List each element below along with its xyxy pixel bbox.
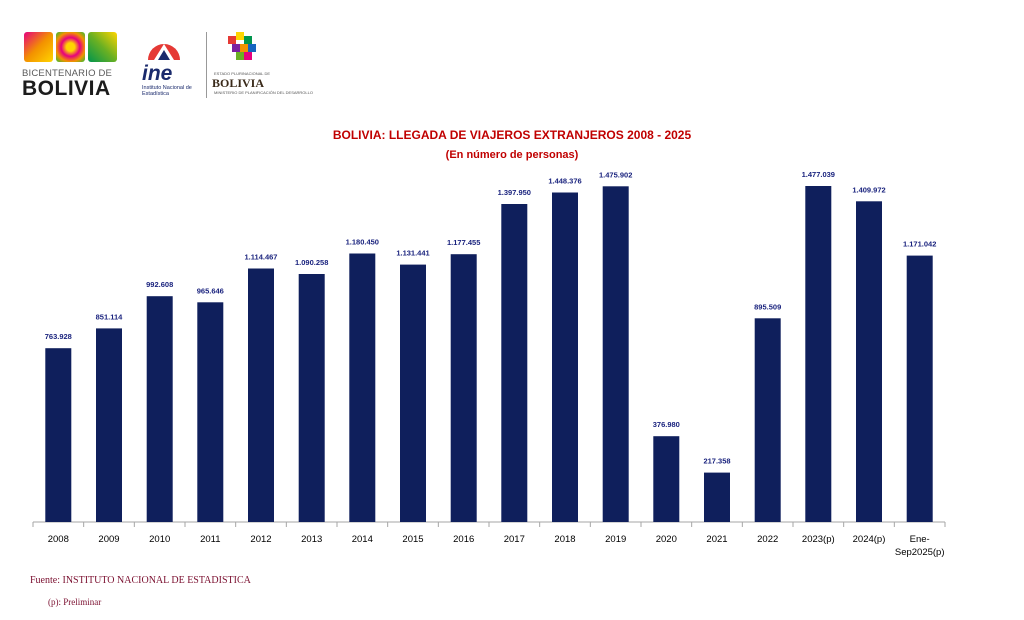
x-tick-label-2017: 2017 xyxy=(504,534,525,545)
bar-2015 xyxy=(400,264,426,522)
x-tick-label-2019: 2019 xyxy=(605,534,626,545)
bar-2022 xyxy=(754,318,781,522)
data-label-2023(p): 1.477.039 xyxy=(802,170,835,179)
bar-2012 xyxy=(248,268,274,522)
ine-subtitle: Instituto Nacional de Estadística xyxy=(142,85,192,97)
data-label-2012: 1.114.467 xyxy=(245,253,278,262)
x-tick-label-2010: 2010 xyxy=(149,534,170,545)
bar-2009 xyxy=(96,328,122,522)
x-tick-label-2024(p): 2024(p) xyxy=(853,534,886,545)
bar-2021 xyxy=(704,472,730,522)
x-tick-label-2023(p): 2023(p) xyxy=(802,534,835,545)
x-tick-label-2012: 2012 xyxy=(250,534,271,545)
x-tick-label-2015: 2015 xyxy=(402,534,423,545)
data-label-2015: 1.131.441 xyxy=(396,249,429,258)
chart-subtitle: (En número de personas) xyxy=(445,149,579,161)
estado-wordmark: BOLIVIA xyxy=(212,76,265,90)
x-tick-label-Ene-Sep2025(p): Ene- xyxy=(910,534,930,545)
bicentenario-text-line2: BOLIVIA xyxy=(22,77,111,100)
x-tick-label-2020: 2020 xyxy=(656,534,677,545)
x-tick-label-2013: 2013 xyxy=(301,534,322,545)
estado-emblem-icon xyxy=(228,32,256,60)
estado-logo: ESTADO PLURINACIONAL DE BOLIVIA MINISTER… xyxy=(212,30,313,100)
bar-2018 xyxy=(552,192,578,522)
preliminary-note: (p): Preliminar xyxy=(48,597,102,607)
x-tick-label-2018: 2018 xyxy=(554,534,575,545)
x-tick-label-2008: 2008 xyxy=(48,534,69,545)
x-tick-label-2011: 2011 xyxy=(200,534,220,545)
chart-title: BOLIVIA: LLEGADA DE VIAJEROS EXTRANJEROS… xyxy=(332,128,692,142)
estado-ministry-text: MINISTERIO DE PLANIFICACIÓN DEL DESARROL… xyxy=(214,90,313,95)
bar-2016 xyxy=(450,254,477,522)
data-label-2021: 217.358 xyxy=(703,457,730,466)
data-label-2019: 1.475.902 xyxy=(599,170,632,179)
x-tick-label-Ene-Sep2025(p): Sep2025(p) xyxy=(895,547,945,558)
bar-2023(p) xyxy=(805,186,832,522)
data-label-2024(p): 1.409.972 xyxy=(852,185,885,194)
ine-logo: ine Instituto Nacional de Estadística xyxy=(138,30,200,100)
x-tick-label-2016: 2016 xyxy=(453,534,474,545)
data-label-2013: 1.090.258 xyxy=(295,258,328,267)
data-label-2014: 1.180.450 xyxy=(346,238,379,247)
data-label-2017: 1.397.950 xyxy=(498,188,531,197)
data-label-2016: 1.177.455 xyxy=(447,238,480,247)
bicentenario-text-line1: BICENTENARIO DE xyxy=(22,68,113,79)
logos-header: BICENTENARIO DE BOLIVIA ine Instituto Na… xyxy=(22,30,313,100)
data-label-2022: 895.509 xyxy=(754,302,781,311)
data-label-2020: 376.980 xyxy=(653,420,680,429)
data-label-2018: 1.448.376 xyxy=(548,177,581,186)
data-label-2009: 851.114 xyxy=(96,312,124,321)
data-label-Ene-Sep2025(p): 1.171.042 xyxy=(903,240,936,249)
x-tick-label-2022: 2022 xyxy=(757,534,778,545)
bar-2008 xyxy=(45,348,72,522)
bar-2013 xyxy=(298,274,325,522)
bicentenario-logo: BICENTENARIO DE BOLIVIA xyxy=(22,30,122,100)
x-tick-label-2009: 2009 xyxy=(98,534,119,545)
bar-Ene-Sep2025(p) xyxy=(906,255,933,522)
logo-divider xyxy=(206,32,207,98)
data-label-2008: 763.928 xyxy=(45,332,72,341)
bar-2020 xyxy=(653,436,680,522)
bar-2010 xyxy=(146,296,173,522)
x-tick-label-2014: 2014 xyxy=(352,534,373,545)
bar-2011 xyxy=(197,302,224,522)
source-note: Fuente: INSTITUTO NACIONAL DE ESTADISTIC… xyxy=(30,575,251,586)
bicentenario-emblem-icon xyxy=(24,32,118,62)
bar-2014 xyxy=(349,253,376,522)
ine-emblem-icon xyxy=(148,44,180,60)
data-label-2011: 965.646 xyxy=(197,286,224,295)
data-label-2010: 992.608 xyxy=(146,280,173,289)
x-tick-label-2021: 2021 xyxy=(706,534,727,545)
ine-wordmark: ine xyxy=(142,62,173,85)
estado-small-text: ESTADO PLURINACIONAL DE xyxy=(214,71,271,76)
bar-2019 xyxy=(602,186,629,523)
bar-2017 xyxy=(501,204,528,522)
bar-2024(p) xyxy=(856,201,882,523)
